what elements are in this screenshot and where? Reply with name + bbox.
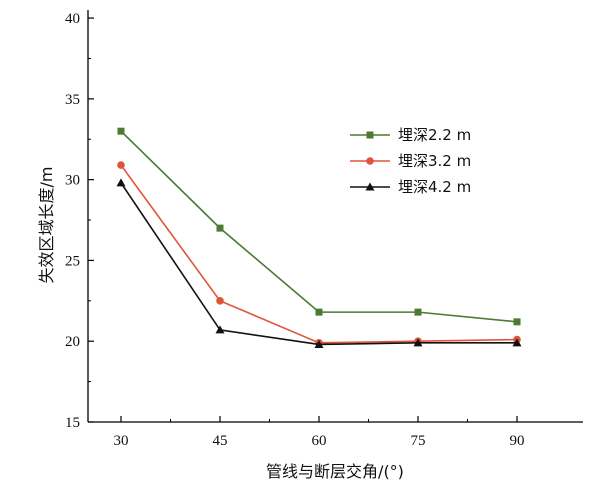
data-point: [216, 224, 224, 232]
y-tick-label: 25: [65, 253, 80, 269]
data-point: [117, 161, 125, 169]
legend-marker: [365, 182, 375, 191]
series-layer: [116, 127, 522, 348]
data-point: [117, 127, 125, 135]
legend-marker: [366, 157, 374, 165]
legend-label: 埋深3.2 m: [398, 152, 471, 170]
y-tick-label: 15: [65, 415, 80, 431]
y-tick-label: 40: [65, 11, 80, 27]
x-tick-label: 60: [312, 433, 327, 449]
data-point: [315, 308, 323, 316]
data-point: [216, 297, 224, 305]
data-point: [116, 178, 126, 187]
legend-item: 埋深4.2 m: [350, 178, 471, 196]
data-point: [314, 339, 324, 348]
x-tick-label: 90: [510, 433, 525, 449]
data-point: [215, 325, 225, 334]
legend-label: 埋深4.2 m: [398, 178, 471, 196]
data-point: [413, 338, 423, 347]
legend-label: 埋深2.2 m: [398, 126, 471, 144]
data-point: [513, 318, 521, 326]
series-3: [116, 178, 522, 348]
y-axis-title: 失效区域长度/m: [37, 167, 56, 284]
y-tick-label: 30: [65, 173, 80, 189]
legend-item: 埋深2.2 m: [350, 126, 471, 144]
x-tick-label: 75: [411, 433, 426, 449]
legend: 埋深2.2 m 埋深3.2 m 埋深4.2 m: [350, 126, 471, 196]
data-point: [414, 308, 422, 316]
y-tick-label: 20: [65, 334, 80, 350]
y-tick-label: 35: [65, 92, 80, 108]
x-tick-label: 45: [213, 433, 228, 449]
series-line: [120, 182, 517, 346]
legend-marker: [366, 131, 374, 139]
plot-axes: 15 20 25 30 35 40 30 45 60 75 90: [65, 10, 583, 449]
x-tick-label: 30: [114, 433, 129, 449]
data-point: [512, 338, 522, 347]
x-axis-title: 管线与断层交角/(°): [266, 462, 404, 481]
legend-item: 埋深3.2 m: [350, 152, 471, 170]
series-1: [117, 127, 521, 326]
